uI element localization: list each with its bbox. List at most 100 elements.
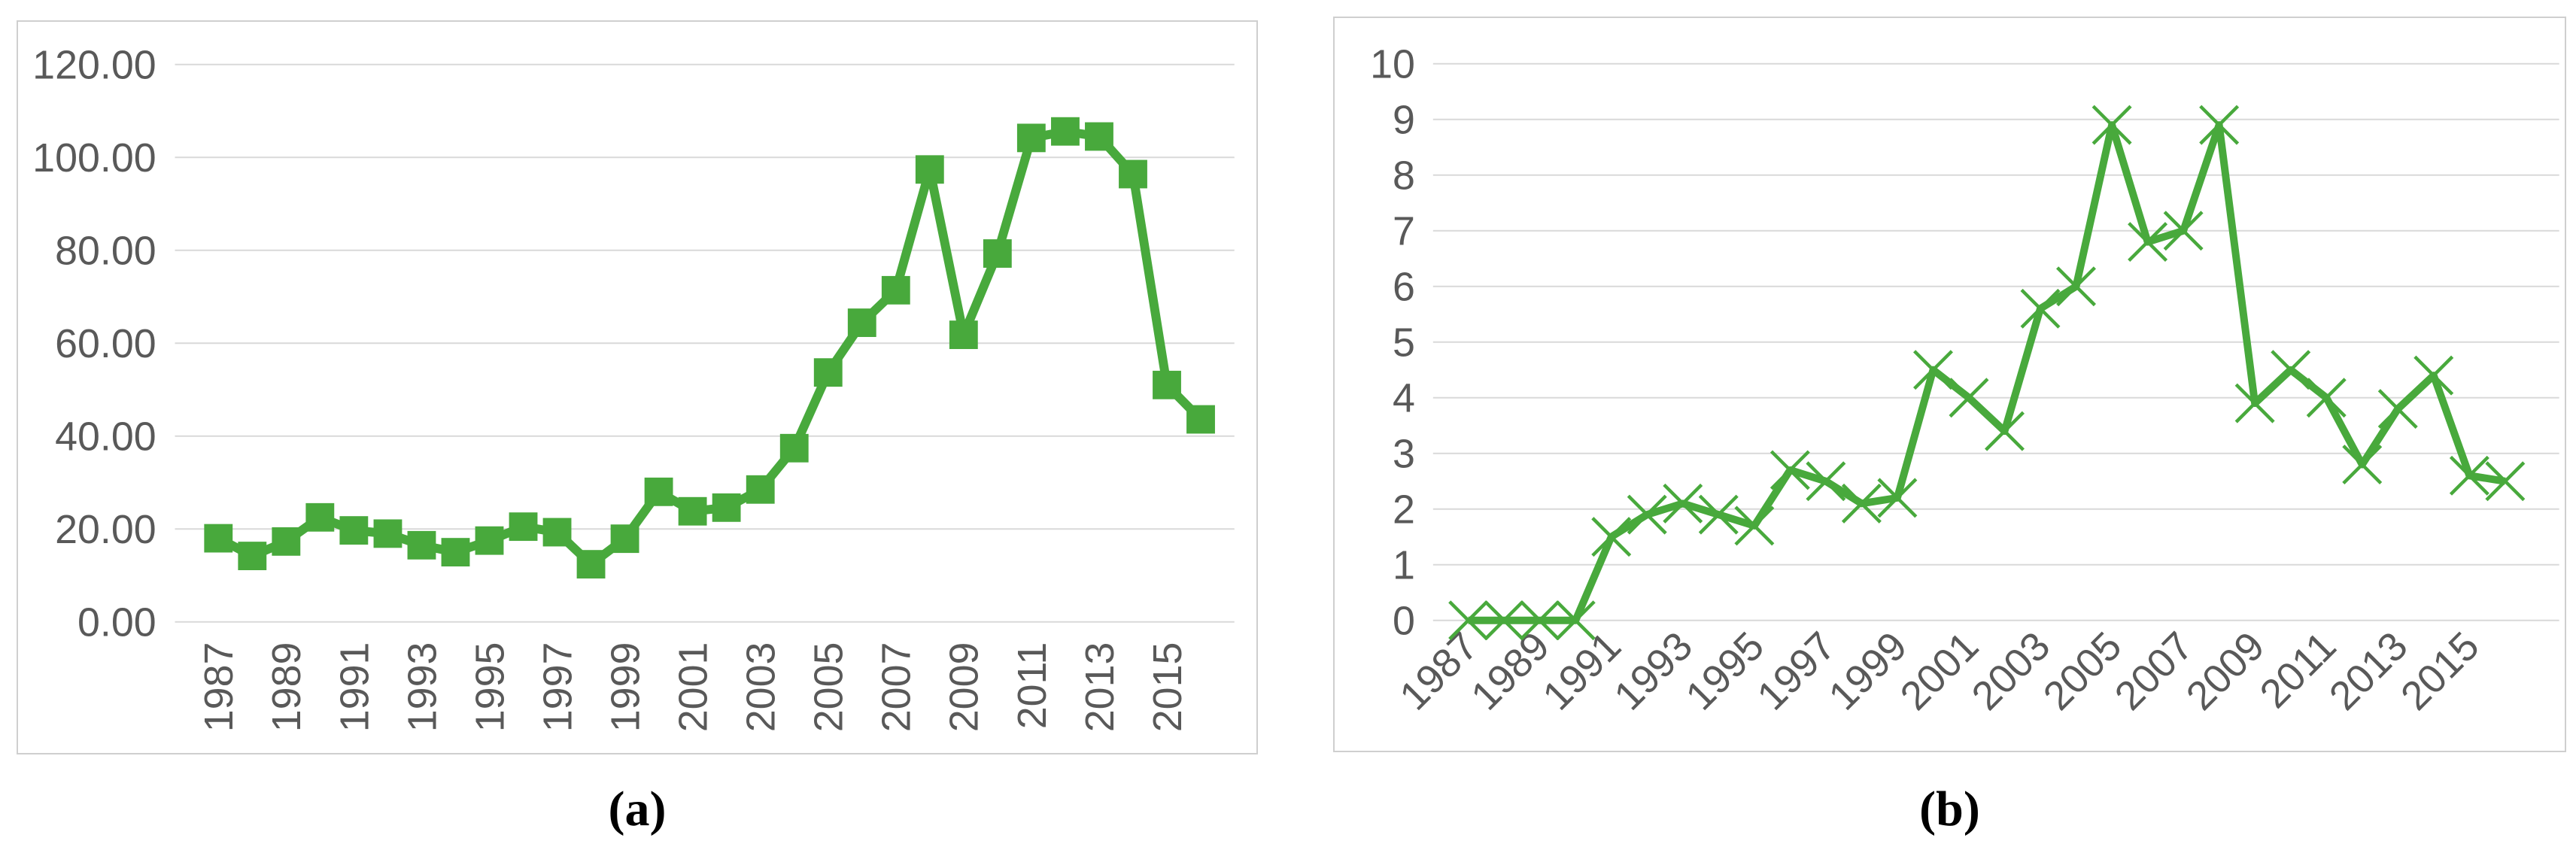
x-tick-label: 1993 <box>1605 624 1701 719</box>
x-tick-label: 2007 <box>2107 624 2202 719</box>
data-point-marker <box>1913 350 1953 390</box>
data-point-marker <box>1520 600 1560 641</box>
data-point-marker <box>983 239 1012 268</box>
data-point-marker <box>2449 455 2489 496</box>
data-point-marker <box>1663 483 1703 524</box>
data-point-marker <box>238 542 267 570</box>
data-point-marker <box>1949 378 1989 418</box>
data-point-marker <box>2020 288 2061 329</box>
data-point-marker <box>847 308 876 337</box>
x-tick-label: 2001 <box>671 642 716 733</box>
x-tick-label: 2011 <box>2251 624 2344 717</box>
data-point-marker <box>1877 478 1918 518</box>
x-tick-label: 2005 <box>807 642 852 733</box>
y-tick-label: 10 <box>1370 42 1415 87</box>
data-point-marker <box>2342 445 2383 485</box>
x-tick-label: 2015 <box>1145 642 1190 733</box>
data-point-marker <box>1119 159 1147 189</box>
line-chart-b: 0123456789101987198919911993199519971999… <box>1370 42 2559 719</box>
x-tick-label: 1987 <box>196 642 242 733</box>
chart-panel-b: 0 1 2 3 4 5 6 7 8 9 10 1987 1989 1991 1993 1995 1997 1999… <box>1333 17 2566 752</box>
x-tick-label: 1991 <box>332 642 377 733</box>
y-tick-label: 2 <box>1393 487 1415 533</box>
data-point-marker <box>915 155 944 184</box>
x-tick-label: 1997 <box>535 642 580 733</box>
data-point-marker <box>813 358 843 387</box>
data-point-marker <box>678 496 707 526</box>
data-point-marker <box>2091 105 2132 145</box>
series-line <box>216 126 1204 569</box>
y-tick-label: 40.00 <box>55 414 156 460</box>
x-tick-label: 2001 <box>1891 624 1987 719</box>
data-point-marker <box>1698 494 1739 535</box>
data-point-marker <box>1591 517 1632 557</box>
x-tick-label: 2009 <box>942 642 987 733</box>
x-tick-label: 1991 <box>1534 624 1630 719</box>
data-point-marker <box>204 524 233 553</box>
y-tick-label: 0.00 <box>77 600 156 645</box>
y-tick-label: 1 <box>1393 543 1415 588</box>
data-point-marker <box>949 320 978 350</box>
x-tick-label: 1999 <box>603 642 648 733</box>
y-tick-label: 100.00 <box>32 135 156 181</box>
data-point-marker <box>2128 222 2168 263</box>
y-tick-label: 5 <box>1393 320 1415 366</box>
data-point-marker <box>475 526 504 555</box>
data-point-marker <box>1186 405 1215 434</box>
data-point-marker <box>1016 123 1046 153</box>
data-point-marker <box>542 518 572 547</box>
data-point-marker <box>712 493 741 522</box>
data-point-marker <box>1806 461 1846 502</box>
data-point-marker <box>2413 355 2454 396</box>
y-tick-label: 3 <box>1393 432 1415 477</box>
x-tick-label: 2013 <box>2321 624 2417 719</box>
x-tick-label: 2009 <box>2178 624 2274 719</box>
data-point-marker <box>373 519 402 548</box>
y-tick-label: 80.00 <box>55 229 156 274</box>
x-tick-label: 1997 <box>1748 624 1844 719</box>
x-tick-label: 2013 <box>1077 642 1122 733</box>
data-point-marker <box>2234 383 2275 423</box>
data-point-marker <box>1985 411 2025 451</box>
y-tick-label: 4 <box>1393 376 1415 421</box>
data-point-marker <box>1769 450 1810 490</box>
data-point-marker <box>779 433 809 463</box>
series-line <box>1468 121 2506 624</box>
x-tick-label: 2007 <box>874 642 919 733</box>
y-tick-label: 60.00 <box>55 321 156 366</box>
x-tick-label: 2011 <box>1010 642 1055 730</box>
data-point-marker <box>644 477 673 506</box>
data-point-marker <box>576 550 606 579</box>
data-point-marker <box>441 538 470 567</box>
data-point-marker <box>339 516 369 545</box>
y-tick-label: 9 <box>1393 98 1415 143</box>
data-point-marker <box>1627 494 1667 535</box>
y-tick-label: 8 <box>1393 153 1415 199</box>
data-point-marker <box>1448 600 1489 641</box>
data-point-marker <box>1841 483 1882 524</box>
y-tick-label: 120.00 <box>32 43 156 88</box>
x-tick-label: 1995 <box>1677 624 1773 719</box>
x-tick-label: 1989 <box>1463 624 1558 719</box>
data-point-marker <box>1484 600 1524 641</box>
caption-b: (b) <box>1919 782 1980 836</box>
caption-a: (a) <box>608 782 667 836</box>
data-point-marker <box>1051 117 1080 146</box>
x-tick-label: 2003 <box>739 642 784 733</box>
y-tick-label: 7 <box>1393 209 1415 254</box>
line-chart-a: 0.00 20.00 40.00 60.00 80.00 100.00 120.00 1987… <box>32 43 1235 733</box>
data-point-marker <box>1555 600 1596 641</box>
data-point-marker <box>2377 389 2418 430</box>
y-tick-label: 0 <box>1393 599 1415 644</box>
data-point-marker <box>509 512 538 542</box>
y-tick-label: 20.00 <box>55 507 156 552</box>
x-tick-label: 2015 <box>2392 624 2488 719</box>
data-point-marker <box>2271 350 2311 390</box>
x-tick-label: 2005 <box>2035 624 2131 719</box>
data-point-marker <box>1085 122 1113 151</box>
data-point-marker <box>305 502 335 532</box>
data-point-marker <box>2056 266 2096 307</box>
y-tick-label: 6 <box>1393 265 1415 310</box>
data-point-marker <box>2199 105 2240 145</box>
